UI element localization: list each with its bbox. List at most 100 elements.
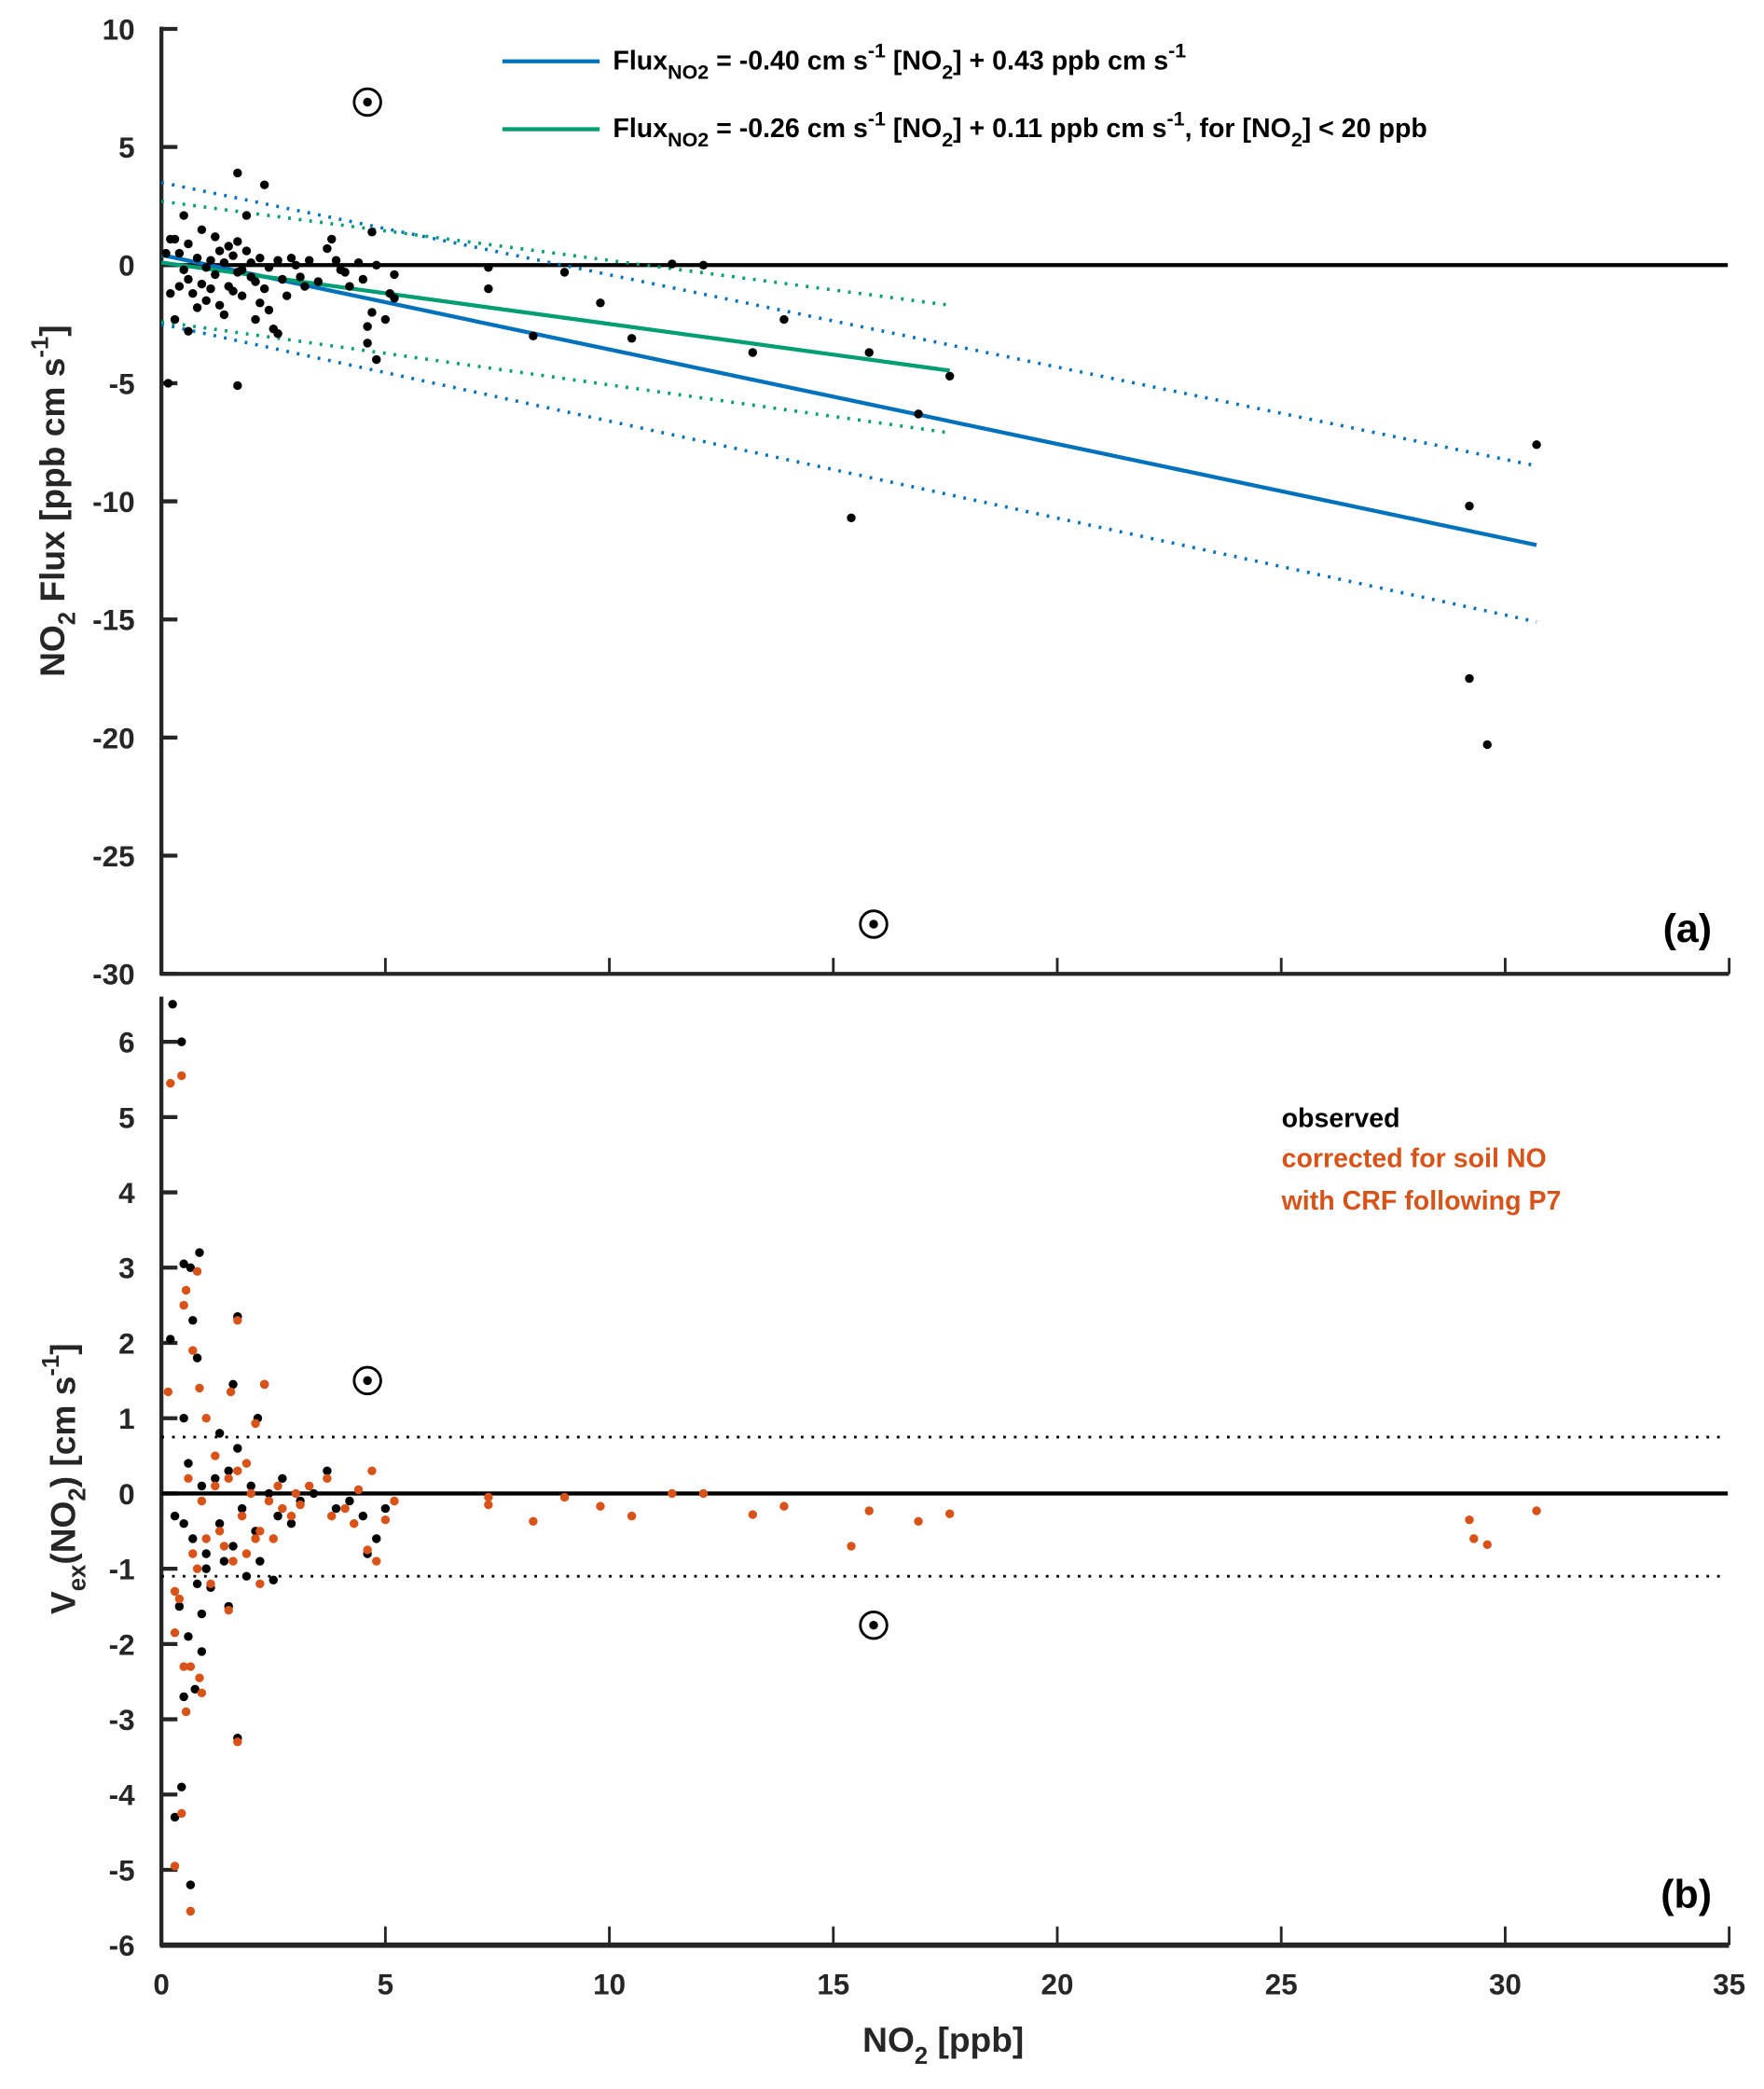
- data-point: [174, 282, 185, 291]
- data-point: [224, 242, 233, 251]
- corrected-point: [192, 1564, 202, 1573]
- legend-entry-subset: FluxNO2 = -0.26 cm s-1 [NO2] + 0.11 ppb …: [613, 107, 1426, 151]
- data-point: [273, 329, 283, 339]
- data-point: [179, 211, 188, 220]
- data-point: [188, 288, 198, 298]
- corrected-point: [847, 1542, 856, 1551]
- data-point: [273, 256, 283, 265]
- data-point: [372, 354, 381, 365]
- data-point: [201, 296, 211, 305]
- y-tick-label: -20: [92, 722, 134, 754]
- data-point: [219, 258, 229, 268]
- corrected-point: [188, 1346, 198, 1355]
- x-tick-label: 15: [817, 1969, 849, 2001]
- corrected-point: [237, 1511, 247, 1521]
- observed-point: [331, 1503, 341, 1514]
- observed-point: [228, 1542, 238, 1551]
- observed-point: [192, 1353, 202, 1363]
- corrected-point: [668, 1488, 677, 1499]
- observed-point: [211, 1473, 220, 1483]
- data-point: [358, 274, 368, 284]
- data-point: [484, 263, 493, 272]
- corrected-point: [367, 1466, 377, 1475]
- data-point: [385, 288, 394, 298]
- legend-entry-all-data: FluxNO2 = -0.40 cm s-1 [NO2] + 0.43 ppb …: [613, 39, 1186, 83]
- observed-point: [273, 1511, 283, 1521]
- data-point: [214, 246, 225, 256]
- data-point: [596, 298, 605, 308]
- corrected-point: [779, 1501, 789, 1511]
- corrected-point: [278, 1503, 287, 1514]
- excluded-point-ring: [859, 909, 889, 939]
- observed-point: [170, 1812, 180, 1822]
- panel-b-label: (b): [1661, 1873, 1712, 1917]
- corrected-point: [211, 1451, 220, 1460]
- panel-a-label: (a): [1663, 906, 1712, 951]
- data-point: [345, 282, 354, 291]
- data-point: [264, 263, 274, 272]
- corrected-point: [340, 1503, 350, 1514]
- data-point: [233, 237, 242, 246]
- y-tick-label: 2: [118, 1327, 134, 1360]
- y-tick-label: -5: [109, 1854, 135, 1887]
- data-point: [197, 225, 207, 235]
- x-tick-label: 10: [593, 1969, 626, 2001]
- observed-point: [168, 1000, 177, 1009]
- corrected-point: [264, 1496, 274, 1506]
- observed-point: [309, 1488, 319, 1499]
- y-tick-label: -2: [109, 1628, 135, 1661]
- corrected-point: [251, 1534, 260, 1543]
- corrected-point: [233, 1466, 242, 1475]
- observed-point: [323, 1466, 332, 1475]
- y-tick-label: 3: [118, 1252, 134, 1285]
- data-point: [291, 260, 300, 270]
- corrected-point: [559, 1492, 570, 1502]
- y-tick-label: -30: [92, 959, 134, 991]
- data-point: [233, 168, 242, 178]
- observed-point: [195, 1248, 204, 1257]
- data-point: [300, 282, 310, 291]
- observed-point: [179, 1413, 188, 1423]
- data-point: [668, 259, 677, 269]
- x-tick-label: 5: [378, 1969, 393, 2001]
- observed-point: [179, 1692, 188, 1702]
- data-point: [233, 380, 242, 391]
- corrected-point: [177, 1071, 186, 1081]
- observed-point: [170, 1511, 180, 1521]
- data-point: [340, 268, 350, 277]
- panel-b-legend: observed corrected for soil NO with CRF …: [1281, 1104, 1562, 1217]
- corrected-point: [211, 1481, 220, 1491]
- observed-point: [166, 1335, 175, 1344]
- y-tick-label: -3: [109, 1704, 135, 1736]
- observed-point: [214, 1429, 225, 1438]
- observed-point: [214, 1518, 225, 1529]
- y-tick-label: 1: [118, 1403, 134, 1435]
- observed-point: [188, 1316, 198, 1325]
- corrected-point: [296, 1500, 305, 1510]
- data-point: [184, 326, 193, 336]
- corrected-point: [363, 1545, 372, 1555]
- corrected-point: [195, 1673, 204, 1682]
- observed-point: [224, 1466, 233, 1475]
- observed-point: [188, 1534, 198, 1543]
- corrected-point: [1482, 1540, 1492, 1550]
- data-point: [214, 300, 225, 311]
- data-point: [748, 348, 758, 357]
- corrected-point: [206, 1579, 215, 1588]
- observed-point: [201, 1549, 211, 1558]
- x-tick-label: 35: [1713, 1969, 1745, 2001]
- corrected-point: [596, 1501, 605, 1511]
- observed-point: [197, 1609, 207, 1619]
- data-point: [246, 258, 255, 268]
- observed-point: [286, 1518, 296, 1529]
- observed-point: [228, 1379, 238, 1390]
- data-point: [166, 288, 175, 298]
- corrected-point: [195, 1383, 204, 1393]
- data-point: [184, 274, 193, 284]
- fit-line-all: [160, 253, 1537, 547]
- y-tick-label: -6: [109, 1930, 135, 1962]
- corrected-point: [748, 1510, 758, 1519]
- corrected-point: [372, 1556, 381, 1566]
- corrected-point: [170, 1586, 180, 1597]
